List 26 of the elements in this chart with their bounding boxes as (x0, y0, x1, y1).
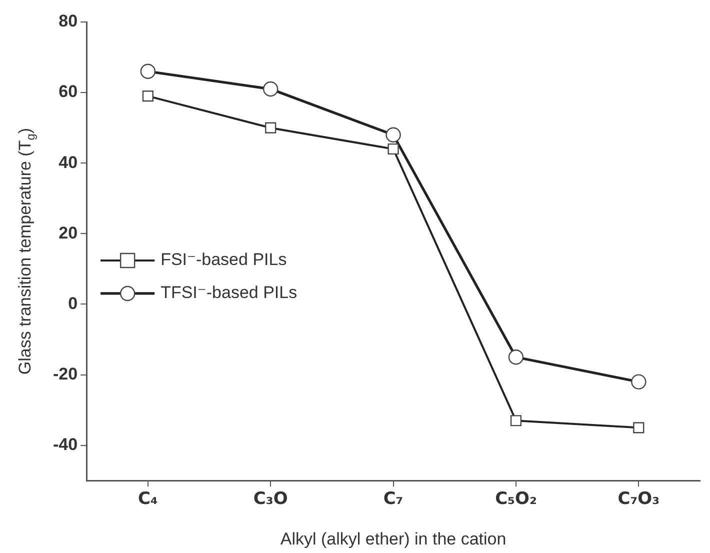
point (142, 90, 154, 102)
x-tick-label: C₄ (138, 489, 158, 510)
x-axis-title: Alkyl (alkyl ether) in the cation (280, 530, 506, 549)
y-axis-title: Glass transition temperature (Tg) (16, 128, 38, 375)
x-tick-label: C₅O₂ (495, 489, 537, 510)
x-tick-label: C₃O (253, 489, 288, 510)
point (265, 122, 276, 134)
point (633, 422, 644, 434)
legend-label: TFSI⁻-based PILs (160, 283, 298, 302)
y-tick-label: 20 (58, 223, 78, 242)
point (386, 127, 401, 142)
point (508, 350, 524, 365)
y-tick-label: 80 (58, 12, 78, 31)
point (263, 81, 278, 97)
point (388, 143, 399, 155)
point (510, 415, 522, 426)
y-tick-label: 0 (68, 294, 78, 313)
x-tick-label: C₇ (383, 489, 404, 510)
point (631, 374, 646, 390)
legend-label: FSI⁻-based PILs (160, 250, 287, 270)
y-tick-label: -40 (52, 435, 78, 454)
y-tick-label: -20 (52, 364, 78, 384)
point (140, 64, 156, 79)
x-tick-label: C₇O₃ (618, 489, 660, 510)
y-tick-label: 60 (58, 82, 78, 102)
y-tick-label: 40 (58, 152, 78, 172)
